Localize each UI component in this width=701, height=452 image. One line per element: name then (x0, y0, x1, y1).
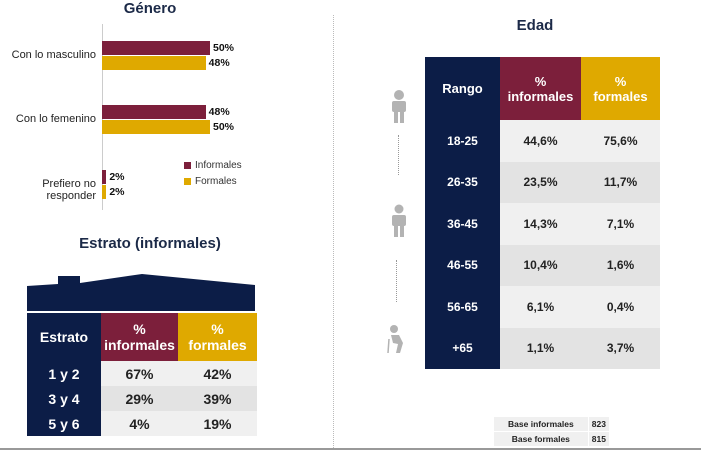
informales-cell: 23,5% (500, 161, 581, 203)
age-dots (396, 260, 397, 302)
informales-cell: 29% (101, 386, 178, 411)
table-row: 46-55 10,4% 1,6% (425, 244, 660, 286)
informales-cell: 14,3% (500, 203, 581, 245)
informales-cell: 4% (101, 411, 178, 436)
informales-cell: 67% (101, 361, 178, 386)
header-estrato: Estrato (27, 313, 101, 361)
formales-cell: 3,7% (581, 327, 660, 369)
base-value: 815 (588, 432, 609, 446)
header-formales: % formales (581, 57, 660, 120)
informales-cell: 6,1% (500, 286, 581, 328)
data-label: 2% (109, 171, 125, 183)
base-row: Base informales 823 (494, 417, 609, 431)
formales-cell: 75,6% (581, 120, 660, 162)
estrato-cell: 3 y 4 (27, 386, 101, 411)
bar-formales (102, 120, 210, 134)
adult-person-icon (392, 204, 406, 237)
edad-title: Edad (516, 17, 554, 34)
category-label: Con lo femenino (15, 113, 96, 125)
genero-chart: Informales Formales Con lo masculino 50% 4… (0, 0, 300, 215)
elderly-person-icon (387, 325, 403, 354)
divider (333, 15, 334, 450)
genero-title: Género (123, 0, 177, 17)
rango-cell: 36-45 (425, 203, 500, 245)
rango-cell: 46-55 (425, 244, 500, 286)
formales-cell: 11,7% (581, 161, 660, 203)
estrato-title: Estrato (informales) (79, 235, 221, 252)
table-row: 26-35 23,5% 11,7% (425, 161, 660, 203)
bar-informales (102, 105, 206, 119)
base-row: Base formales 815 (494, 432, 609, 446)
rango-cell: 56-65 (425, 286, 500, 328)
formales-cell: 7,1% (581, 203, 660, 245)
header-formales: % formales (178, 313, 257, 361)
formales-cell: 0,4% (581, 286, 660, 328)
formales-cell: 1,6% (581, 244, 660, 286)
legend-swatch (184, 178, 191, 185)
age-dots (398, 135, 399, 175)
base-label: Base informales (494, 417, 588, 431)
bar-informales (102, 170, 107, 184)
base-table: Base informales 823 Base formales 815 (493, 416, 610, 447)
header-informales: % informales (101, 313, 178, 361)
edad-table: Rango % informales % formales 18-25 44,6%… (425, 57, 660, 369)
rango-cell: 26-35 (425, 161, 500, 203)
formales-cell: 19% (178, 411, 257, 436)
estrato-table: Estrato % informales % formales 1 y 2 67%… (27, 313, 257, 436)
estrato-cell: 5 y 6 (27, 411, 101, 436)
informales-cell: 44,6% (500, 120, 581, 162)
formales-cell: 39% (178, 386, 257, 411)
rango-cell: 18-25 (425, 120, 500, 162)
data-label: 2% (109, 186, 125, 198)
bar-formales (102, 185, 107, 199)
table-row: +65 1,1% 3,7% (425, 327, 660, 369)
table-row: 5 y 6 4% 19% (27, 411, 257, 436)
data-label: 48% (208, 106, 230, 118)
table-row: 56-65 6,1% 0,4% (425, 286, 660, 328)
table-row: 1 y 2 67% 42% (27, 361, 257, 386)
header-informales: % informales (500, 57, 581, 120)
informales-cell: 10,4% (500, 244, 581, 286)
young-person-icon (392, 90, 406, 123)
base-value: 823 (588, 417, 609, 431)
legend-item-formales: Formales (184, 176, 237, 187)
table-row: 36-45 14,3% 7,1% (425, 203, 660, 245)
legend-swatch (184, 162, 191, 169)
legend-item-informales: Informales (184, 160, 242, 171)
bar-informales (102, 41, 210, 55)
formales-cell: 42% (178, 361, 257, 386)
header-rango: Rango (425, 57, 500, 120)
table-row: 18-25 44,6% 75,6% (425, 120, 660, 162)
base-label: Base formales (494, 432, 588, 446)
bar-formales (102, 56, 206, 70)
rango-cell: +65 (425, 327, 500, 369)
house-roof (27, 274, 255, 311)
bottom-rule (0, 448, 701, 450)
estrato-cell: 1 y 2 (27, 361, 101, 386)
category-label: Prefiero no responder (42, 178, 96, 202)
data-label: 48% (208, 57, 230, 69)
data-label: 50% (213, 42, 235, 54)
table-row: 3 y 4 29% 39% (27, 386, 257, 411)
legend-label: Formales (195, 176, 237, 187)
data-label: 50% (213, 121, 235, 133)
informales-cell: 1,1% (500, 327, 581, 369)
legend-label: Informales (195, 160, 242, 171)
category-label: Con lo masculino (11, 49, 96, 61)
